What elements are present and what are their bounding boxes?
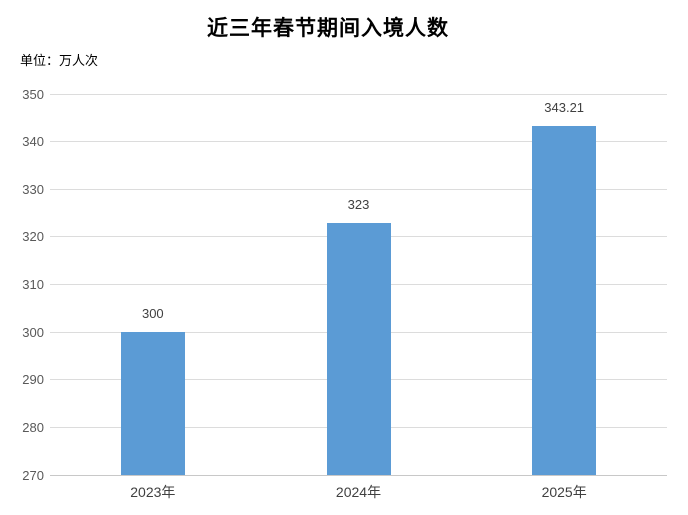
y-tick-label: 310: [22, 277, 44, 292]
y-tick-label: 330: [22, 181, 44, 197]
bar-2023年: [120, 332, 185, 475]
y-tick-label: 280: [22, 419, 44, 435]
bar-2024年: [326, 222, 391, 475]
data-label: 343.21: [544, 100, 585, 116]
x-tick-label: 2023年: [130, 484, 176, 500]
y-tick-label: 270: [22, 467, 44, 483]
y-tick-label: 350: [22, 86, 44, 102]
data-label: 323: [347, 196, 370, 212]
x-tick-label: 2025年: [541, 484, 587, 500]
gridline: [50, 93, 667, 95]
data-label: 300: [141, 306, 164, 322]
x-tick-label: 2024年: [335, 484, 382, 500]
y-tick-label: 340: [22, 134, 44, 150]
chart-title: 近三年春节期间入境人数: [207, 15, 449, 40]
y-tick-label: 300: [22, 324, 44, 340]
bar-2025年: [532, 126, 597, 475]
y-tick-label: 320: [22, 229, 44, 245]
unit-label: 单位：万人次: [20, 53, 99, 68]
y-tick-label: 290: [22, 372, 44, 388]
